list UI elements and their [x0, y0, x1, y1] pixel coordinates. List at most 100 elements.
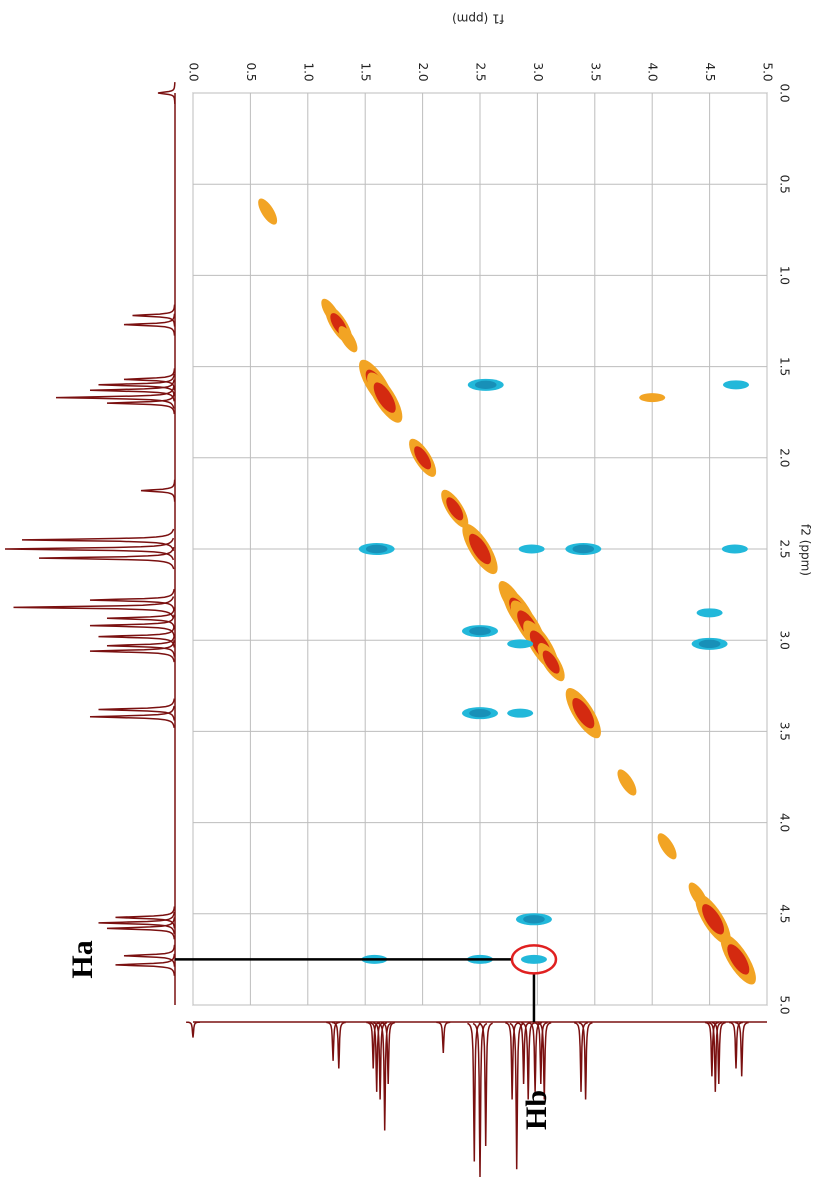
projection-peak [573, 1021, 589, 1092]
annotation-label: Hb [520, 1090, 553, 1130]
projection-peak [326, 1021, 340, 1061]
projection-peak [472, 1022, 488, 1178]
projection-peak [533, 1021, 548, 1085]
peak-core [702, 904, 725, 935]
peak [507, 639, 534, 649]
x-tick-label: 3.5 [588, 62, 602, 81]
annotation-circle [510, 944, 558, 975]
projection-peak [734, 1021, 749, 1077]
projection-peak [89, 639, 175, 663]
y-tick-label: 4.5 [778, 904, 792, 923]
projection-peak [4, 537, 175, 561]
projection-peak [537, 1022, 552, 1100]
x-axis-title: f1 (ppm) [452, 12, 504, 26]
y-tick-label: 3.0 [778, 631, 792, 650]
projection-peak [98, 698, 175, 721]
x-tick-label: 1.5 [359, 62, 373, 81]
peak [657, 833, 677, 860]
projection-peak [123, 944, 176, 967]
peak-core [365, 544, 388, 554]
peak [338, 326, 358, 353]
projection-peak [377, 1022, 392, 1131]
peak [518, 544, 545, 554]
peak-core [572, 697, 595, 729]
y-tick-label: 3.5 [778, 722, 792, 741]
peak-core [469, 708, 491, 718]
y-tick-label: 0.0 [778, 83, 792, 102]
x-tick-label: 2.0 [416, 62, 430, 81]
projection-peak [505, 1022, 520, 1100]
x-tick-label: 5.0 [761, 62, 775, 81]
projection-peak [369, 1021, 384, 1092]
projection-peak [729, 1021, 743, 1069]
projection-peak [157, 82, 176, 104]
projection-peak [521, 1022, 536, 1100]
projection-peak [186, 1021, 200, 1038]
projection-peak [132, 304, 176, 327]
projection-peak [38, 546, 175, 570]
peak-core [414, 446, 432, 470]
projection-peak [711, 1021, 726, 1085]
x-tick-label: 4.0 [646, 62, 660, 81]
y-tick-label: 1.0 [778, 266, 792, 285]
peak-core [469, 533, 492, 565]
x-tick-label: 4.5 [703, 62, 717, 81]
x-tick-label: 1.0 [301, 62, 315, 81]
x-tick-label: 0.0 [187, 62, 201, 81]
projection-peak [89, 614, 175, 637]
y-tick-label: 1.5 [778, 357, 792, 376]
projection-peak [115, 906, 176, 929]
projection-peak [704, 1021, 719, 1077]
x-tick-label: 3.0 [531, 62, 545, 81]
peak-core [373, 382, 396, 413]
projection-peak [366, 1021, 381, 1069]
projection-peak [13, 596, 175, 619]
projection-peak [467, 1022, 482, 1162]
projection-peak [98, 373, 175, 396]
peak-core [698, 639, 721, 649]
projection-peak [436, 1021, 451, 1054]
projection-peak [140, 479, 176, 502]
peak-core [474, 380, 497, 390]
peak [617, 769, 637, 796]
projection-peak [21, 528, 175, 552]
projection-peak [123, 368, 176, 391]
projection-peak [89, 705, 175, 728]
y-tick-label: 4.0 [778, 813, 792, 832]
peak [696, 608, 723, 618]
projection-peak [106, 917, 176, 940]
peak-core [727, 944, 750, 975]
projection-peak [123, 313, 176, 336]
peak [507, 708, 534, 718]
projection-peak [478, 1022, 493, 1147]
y-tick-label: 0.5 [778, 175, 792, 194]
peak-core [523, 915, 545, 924]
peak [639, 393, 666, 403]
projection-peak [89, 588, 175, 612]
peak-core [572, 544, 595, 554]
peak-core [446, 497, 464, 521]
x-tick-label: 2.5 [474, 62, 488, 81]
projection-peak [106, 392, 176, 415]
projection-peak [115, 953, 176, 976]
peak [258, 198, 278, 225]
projection-peak [708, 1021, 723, 1092]
peak-core [469, 626, 491, 636]
projection-peak [381, 1021, 396, 1085]
projection-peak [98, 911, 175, 934]
annotation-label: Ha [66, 940, 99, 978]
peak-core [542, 650, 560, 674]
y-axis-title: f2 (ppm) [799, 524, 813, 576]
projection-peak [106, 634, 176, 657]
peak [723, 380, 750, 390]
y-tick-label: 2.0 [778, 448, 792, 467]
projection-peak [331, 1021, 346, 1069]
peak [520, 954, 547, 964]
projection-peak [578, 1022, 593, 1100]
x-tick-label: 0.5 [244, 62, 258, 81]
y-tick-label: 2.5 [778, 539, 792, 558]
y-tick-label: 5.0 [778, 995, 792, 1014]
peak [721, 544, 748, 554]
projection-peak [55, 386, 175, 409]
